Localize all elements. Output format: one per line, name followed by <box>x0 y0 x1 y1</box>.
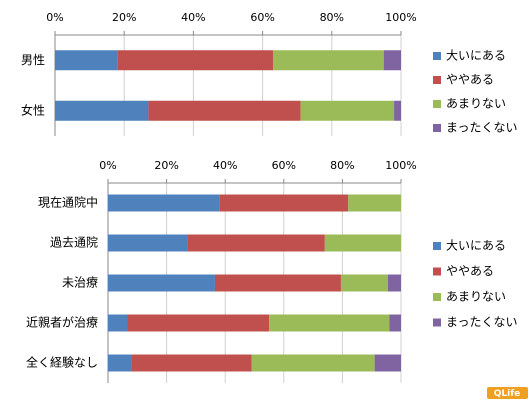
legend-swatch <box>433 52 441 60</box>
x-tick-label: 0% <box>46 11 63 24</box>
legend-swatch <box>433 267 441 276</box>
legend-swatch <box>433 318 441 327</box>
legend-label: ややある <box>446 73 494 87</box>
legend-label: あまりない <box>446 290 506 304</box>
bar-segment <box>148 100 301 121</box>
x-tick-label: 80% <box>320 11 344 24</box>
y-tick-label: 過去通院 <box>50 236 98 250</box>
bar-segment <box>214 274 341 292</box>
bar-segment <box>300 100 395 121</box>
x-tick-label: 20% <box>154 159 178 172</box>
bar-segment <box>108 314 128 332</box>
bar-segment <box>269 314 390 332</box>
bar-segment <box>108 274 215 292</box>
legend-label: 大いにある <box>446 239 506 253</box>
legend-swatch <box>433 100 441 108</box>
y-tick-label: 全く経験なし <box>26 355 98 370</box>
y-tick-label: 未治療 <box>62 276 98 290</box>
bar-segment <box>251 354 375 372</box>
bar-segment <box>131 354 252 372</box>
x-tick-label: 100% <box>385 11 416 24</box>
legend-label: ややある <box>446 264 494 278</box>
x-tick-label: 20% <box>112 11 136 24</box>
bar-segment <box>127 314 270 332</box>
logo: QLife <box>494 389 521 399</box>
bar-segment <box>187 234 325 252</box>
bar-segment <box>340 274 388 292</box>
legend-label: まったくない <box>446 121 518 135</box>
x-tick-label: 0% <box>99 159 116 172</box>
bar-segment <box>55 50 118 71</box>
legend-label: 大いにある <box>446 49 506 63</box>
x-tick-label: 100% <box>385 159 416 172</box>
bar-segment <box>387 274 401 292</box>
x-tick-label: 60% <box>250 11 274 24</box>
y-tick-label: 女性 <box>21 102 45 117</box>
y-tick-label: 男性 <box>21 53 45 67</box>
x-tick-label: 40% <box>213 159 237 172</box>
bar-segment <box>219 194 349 212</box>
bar-segment <box>55 100 149 121</box>
bar-segment <box>272 50 384 71</box>
y-tick-label: 現在通院中 <box>38 195 98 210</box>
legend-label: まったくない <box>446 315 518 329</box>
bar-segment <box>383 50 401 71</box>
legend-swatch <box>433 124 441 132</box>
legend-swatch <box>433 293 441 301</box>
bar-segment <box>348 194 401 212</box>
bar-segment <box>108 354 132 372</box>
legend-label: あまりない <box>446 97 506 111</box>
bar-segment <box>394 100 401 121</box>
bar-segment <box>389 314 401 332</box>
logo-badge <box>487 387 528 399</box>
bar-segment <box>374 354 401 372</box>
y-tick-label: 近親者が治療 <box>26 315 98 330</box>
bar-segment <box>324 234 401 252</box>
legend-swatch <box>433 76 441 84</box>
bar-segment <box>108 234 188 252</box>
legend-swatch <box>433 242 441 250</box>
x-tick-label: 40% <box>181 11 205 24</box>
bar-segment <box>108 194 220 212</box>
bar-segment <box>117 50 273 71</box>
x-tick-label: 80% <box>330 159 354 172</box>
x-tick-label: 60% <box>272 159 296 172</box>
